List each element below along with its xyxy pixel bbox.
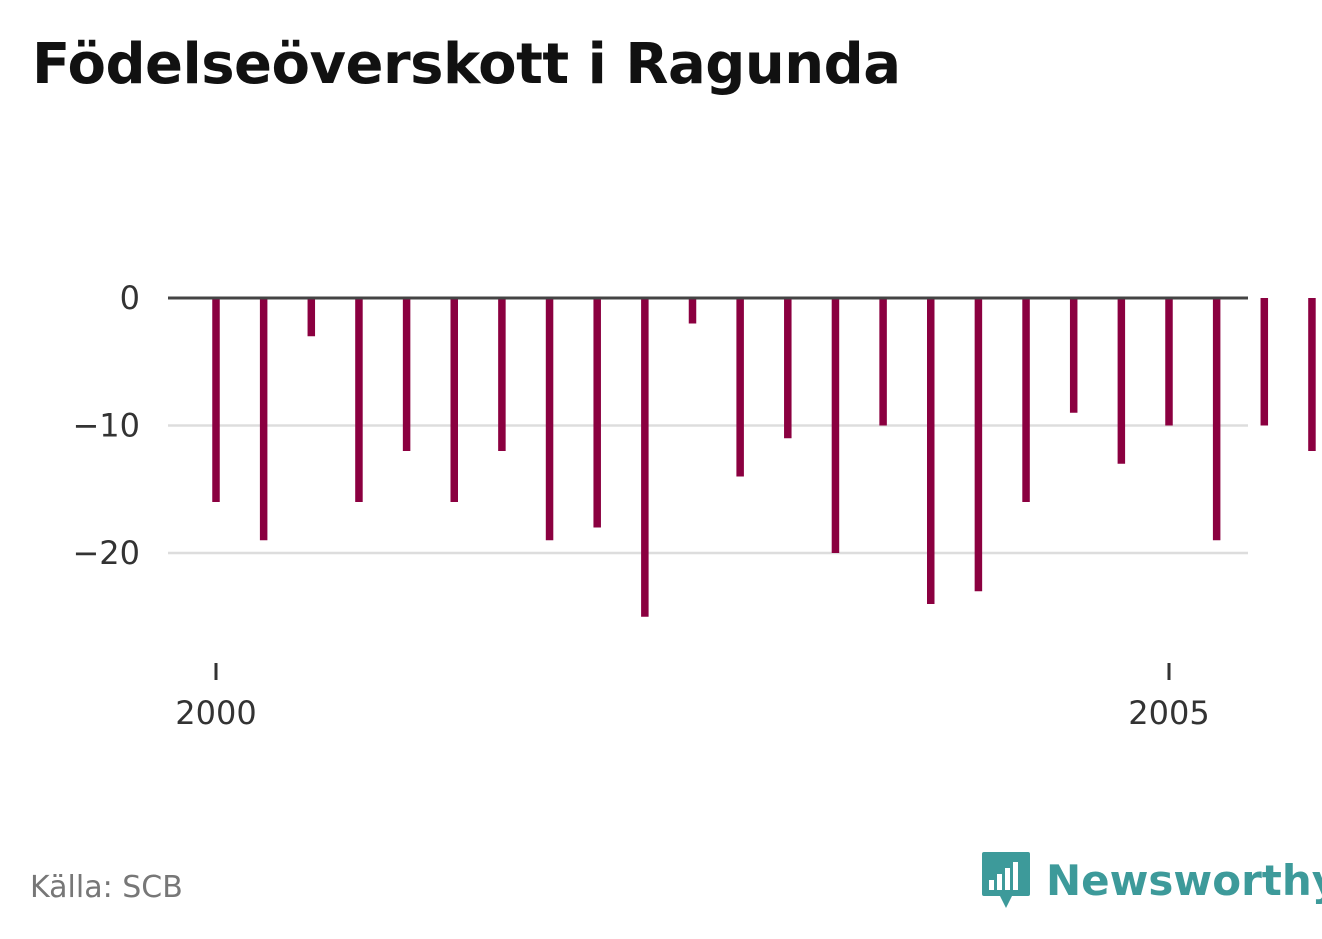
bars (212, 298, 1316, 617)
x-tick-label: 2000 (175, 694, 256, 732)
y-tick-label: −20 (72, 534, 140, 572)
bar (259, 298, 268, 541)
bar (545, 298, 554, 541)
bar (831, 298, 840, 553)
bar (402, 298, 411, 451)
brand-logo[interactable]: Newsworthy (980, 850, 1322, 910)
y-tick-label: 0 (120, 279, 140, 317)
bar (450, 298, 458, 502)
bar (355, 298, 363, 502)
bar (688, 298, 697, 324)
bar (1117, 298, 1126, 464)
bar (593, 298, 601, 528)
bar (1308, 298, 1316, 451)
bar (307, 298, 316, 337)
y-axis: 0 −10 −20 (72, 279, 140, 572)
bar (212, 298, 220, 502)
brand-name: Newsworthy (1046, 855, 1322, 905)
bar (498, 298, 506, 451)
bar (1165, 298, 1173, 426)
bar (974, 298, 983, 592)
bar (1069, 298, 1078, 413)
bar (927, 298, 935, 604)
gridlines (168, 424, 1248, 555)
bar (1212, 298, 1221, 541)
bar (784, 298, 792, 439)
bar (641, 298, 649, 617)
bar (736, 298, 744, 477)
bar (1260, 298, 1269, 426)
bar (879, 298, 887, 426)
y-tick-label: −10 (72, 407, 140, 445)
source-note: Källa: SCB (30, 870, 183, 905)
chart-title: Födelseöverskott i Ragunda (32, 32, 901, 97)
x-axis: 200020052010201520202025 (175, 663, 1210, 732)
bar (1022, 298, 1030, 502)
newsworthy-logo-icon (982, 852, 1030, 908)
x-tick-label: 2005 (1128, 694, 1209, 732)
